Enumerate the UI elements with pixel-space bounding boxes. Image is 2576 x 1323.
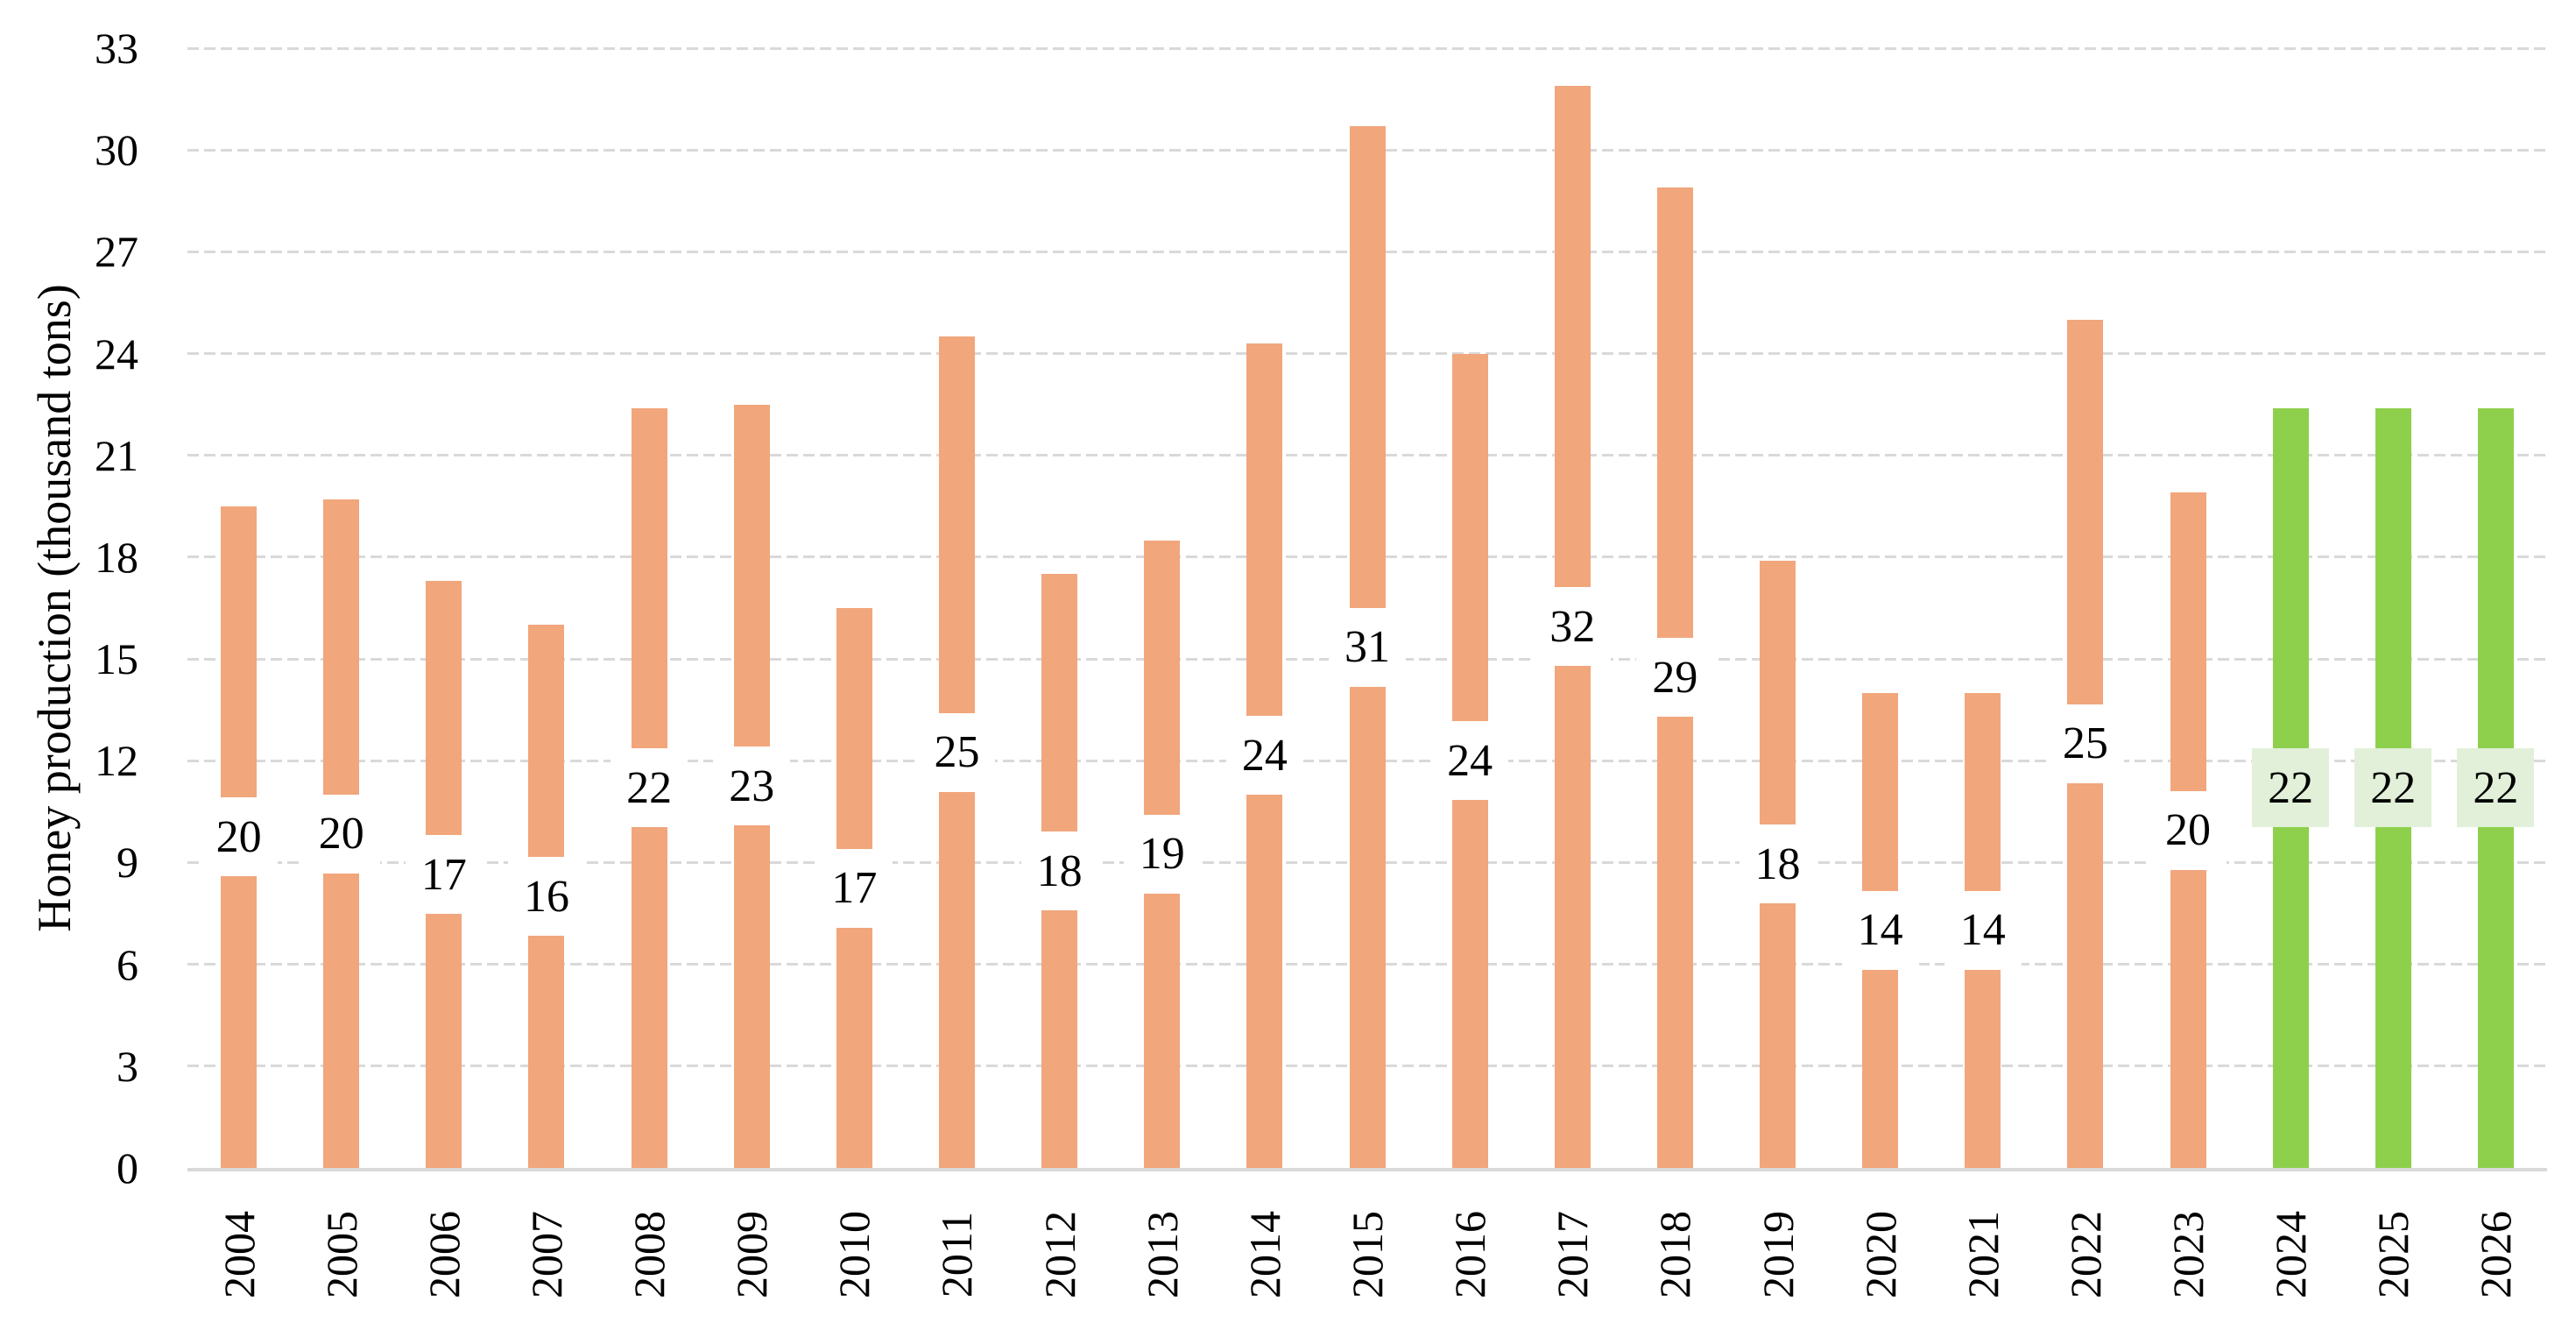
bar-value-label-2018: 29 xyxy=(1636,638,1714,718)
x-tick-label-2022: 2022 xyxy=(2060,1211,2110,1298)
bar-value-label-2011: 25 xyxy=(918,712,996,792)
bar-value-label-2017: 32 xyxy=(1534,587,1612,667)
y-tick-label: 27 xyxy=(95,227,138,277)
y-tick-label: 9 xyxy=(116,838,138,888)
x-tick-label-2004: 2004 xyxy=(214,1211,264,1298)
bar-value-label-2004: 20 xyxy=(200,797,278,877)
y-tick-label: 33 xyxy=(95,24,138,73)
y-tick-label: 12 xyxy=(95,736,138,786)
bar-value-label-2022: 25 xyxy=(2046,704,2124,783)
x-tick-label-2007: 2007 xyxy=(521,1211,571,1298)
x-tick-label-2025: 2025 xyxy=(2368,1211,2418,1298)
bar-value-label-2008: 22 xyxy=(610,748,688,828)
bar-value-label-2012: 18 xyxy=(1020,831,1098,911)
bar-value-label-2007: 16 xyxy=(507,857,585,937)
x-tick-label-2017: 2017 xyxy=(1548,1211,1598,1298)
x-tick-label-2011: 2011 xyxy=(932,1211,982,1298)
bar-value-label-2020: 14 xyxy=(1841,890,1919,970)
x-tick-label-2013: 2013 xyxy=(1137,1211,1187,1298)
y-tick-label: 21 xyxy=(95,430,138,480)
bar-value-label-2005: 20 xyxy=(302,794,380,874)
x-tick-label-2016: 2016 xyxy=(1445,1211,1495,1298)
bar-value-label-2025: 22 xyxy=(2354,748,2432,828)
x-tick-label-2009: 2009 xyxy=(727,1211,777,1298)
x-tick-label-2012: 2012 xyxy=(1034,1211,1084,1298)
bar-value-label-2024: 22 xyxy=(2252,748,2330,828)
y-tick-label: 18 xyxy=(95,532,138,582)
x-tick-label-2010: 2010 xyxy=(829,1211,879,1298)
bar-value-label-2009: 23 xyxy=(713,746,791,826)
bar-value-label-2026: 22 xyxy=(2457,748,2535,828)
bar-value-label-2019: 18 xyxy=(1739,824,1817,904)
x-tick-label-2020: 2020 xyxy=(1855,1211,1905,1298)
x-tick-label-2015: 2015 xyxy=(1343,1211,1392,1298)
bar-value-label-2014: 24 xyxy=(1225,716,1303,796)
x-tick-label-2023: 2023 xyxy=(2163,1211,2213,1298)
bar-value-label-2013: 19 xyxy=(1123,814,1201,894)
x-tick-label-2021: 2021 xyxy=(1958,1211,2008,1298)
bar-value-label-2021: 14 xyxy=(1944,890,2022,970)
x-tick-label-2018: 2018 xyxy=(1650,1211,1700,1298)
y-tick-label: 0 xyxy=(116,1143,138,1192)
bar-value-label-2006: 17 xyxy=(405,835,483,914)
y-tick-label: 6 xyxy=(116,939,138,989)
bar-value-label-2023: 20 xyxy=(2149,790,2227,870)
x-tick-label-2006: 2006 xyxy=(419,1211,469,1298)
gridline xyxy=(187,46,2547,50)
y-axis-title: Honey production (thousand tons) xyxy=(28,284,81,932)
bar-value-label-2010: 17 xyxy=(815,848,893,928)
y-tick-label: 15 xyxy=(95,634,138,684)
x-axis-line xyxy=(187,1168,2547,1171)
bar-value-label-2016: 24 xyxy=(1431,721,1509,801)
x-tick-label-2005: 2005 xyxy=(316,1211,366,1298)
y-tick-label: 3 xyxy=(116,1041,138,1091)
x-tick-label-2024: 2024 xyxy=(2266,1211,2316,1298)
x-tick-label-2019: 2019 xyxy=(1753,1211,1803,1298)
x-tick-label-2008: 2008 xyxy=(625,1211,674,1298)
x-tick-label-2026: 2026 xyxy=(2471,1211,2521,1298)
y-tick-label: 30 xyxy=(95,125,138,175)
bar-value-label-2015: 31 xyxy=(1329,607,1406,687)
y-tick-label: 24 xyxy=(95,329,138,379)
x-tick-label-2014: 2014 xyxy=(1239,1211,1289,1298)
